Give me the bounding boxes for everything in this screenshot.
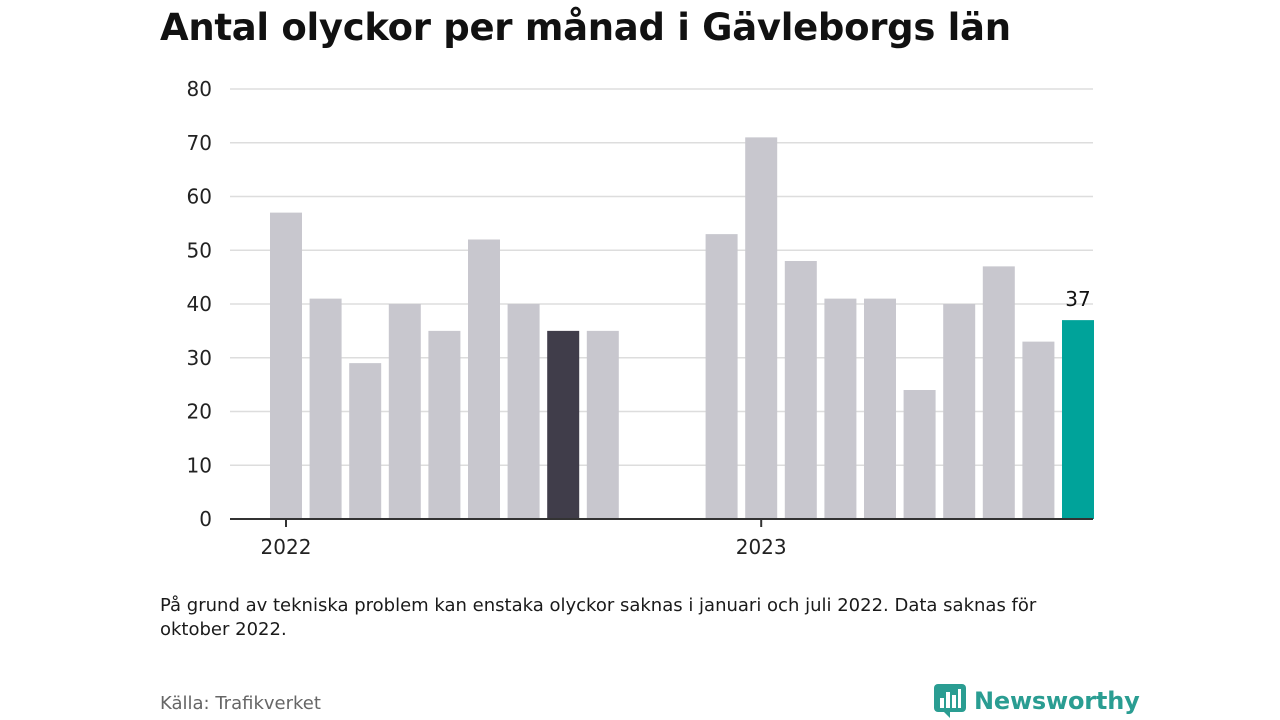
y-tick-label: 30 — [187, 346, 212, 370]
x-tick-label: 2023 — [736, 535, 787, 559]
bar-2022-06 — [468, 239, 500, 519]
bar-2023-04 — [864, 298, 896, 519]
x-tick-label: 2022 — [261, 535, 312, 559]
bars — [270, 137, 1094, 519]
bar-2023-08 — [1022, 341, 1055, 519]
bar-2022-03 — [349, 363, 382, 519]
bar-2022-02 — [309, 298, 342, 519]
y-tick-label: 10 — [187, 453, 212, 477]
bar-2023-07 — [982, 266, 1015, 519]
bar-2022-12 — [705, 234, 738, 519]
chart-note: På grund av tekniska problem kan enstaka… — [160, 595, 1037, 640]
y-tick-label: 60 — [187, 185, 212, 209]
bar-2023-02 — [784, 261, 817, 519]
bar-2023-01 — [745, 137, 778, 519]
bar-2023-05 — [903, 390, 936, 519]
y-tick-label: 20 — [187, 400, 212, 424]
bar-2022-01 — [270, 212, 302, 519]
bar-2023-09 — [1062, 320, 1094, 519]
x-axis: 2022 2023 — [230, 518, 1093, 559]
data-labels: 37 — [1065, 287, 1090, 311]
bar-2022-07 — [507, 304, 540, 519]
y-axis-ticks: 0 10 20 30 40 50 60 70 80 — [187, 77, 212, 531]
chart-title: Antal olyckor per månad i Gävleborgs län — [160, 6, 1011, 49]
bar-chart: 0 10 20 30 40 50 60 70 80 37 2022 2023 — [187, 77, 1094, 559]
source-label: Källa: Trafikverket — [160, 693, 321, 714]
bar-2022-05 — [428, 330, 461, 519]
y-tick-label: 50 — [187, 238, 212, 262]
bar-2023-06 — [943, 304, 976, 519]
y-tick-label: 70 — [187, 131, 212, 155]
bar-2022-08 — [547, 330, 580, 519]
newsworthy-logo-icon — [934, 684, 966, 718]
bar-2022-04 — [388, 304, 421, 519]
brand-logo: Newsworthy — [934, 684, 1140, 718]
brand-name: Newsworthy — [974, 687, 1140, 715]
bar-2022-09 — [586, 330, 619, 519]
bar-2023-03 — [824, 298, 857, 519]
data-label: 37 — [1065, 287, 1090, 311]
y-tick-label: 0 — [199, 507, 212, 531]
y-tick-label: 80 — [187, 77, 212, 101]
y-tick-label: 40 — [187, 292, 212, 316]
